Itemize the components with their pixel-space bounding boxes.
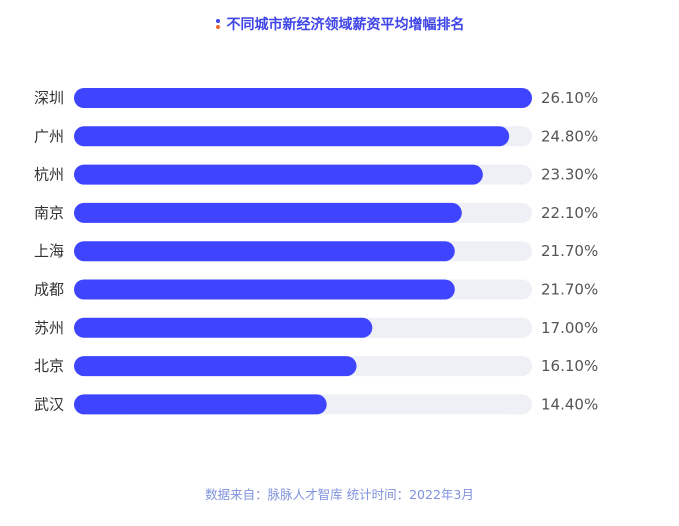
- data-source-note: 数据来自：脉脉人才智库 统计时间：2022年3月: [205, 487, 474, 502]
- bar: [74, 317, 373, 338]
- title-dot-icon: [215, 18, 221, 30]
- value-label: 16.10%: [541, 357, 598, 375]
- bar: [74, 394, 327, 415]
- category-label: 广州: [34, 127, 64, 145]
- bar: [74, 164, 483, 185]
- bar: [74, 279, 455, 300]
- category-label: 成都: [34, 281, 64, 299]
- category-label: 南京: [34, 204, 64, 222]
- value-label: 23.30%: [541, 166, 598, 184]
- value-label: 21.70%: [541, 242, 598, 260]
- value-label: 17.00%: [541, 319, 598, 337]
- bar: [74, 356, 357, 377]
- category-label: 苏州: [34, 319, 64, 337]
- bar: [74, 241, 455, 262]
- value-label: 14.40%: [541, 395, 598, 413]
- chart-title: 不同城市新经济领域薪资平均增幅排名: [226, 17, 465, 33]
- category-label: 杭州: [34, 166, 64, 184]
- bar: [74, 202, 462, 223]
- category-label: 上海: [34, 242, 64, 260]
- bar: [74, 126, 510, 147]
- category-label: 武汉: [34, 395, 64, 413]
- value-label: 22.10%: [541, 204, 598, 222]
- category-label: 北京: [34, 357, 64, 375]
- value-label: 21.70%: [541, 281, 598, 299]
- value-label: 26.10%: [541, 89, 598, 107]
- bar: [74, 88, 532, 108]
- value-label: 24.80%: [541, 127, 598, 145]
- chart-title-container: 不同城市新经济领域薪资平均增幅排名: [0, 14, 679, 34]
- category-label: 深圳: [34, 89, 64, 107]
